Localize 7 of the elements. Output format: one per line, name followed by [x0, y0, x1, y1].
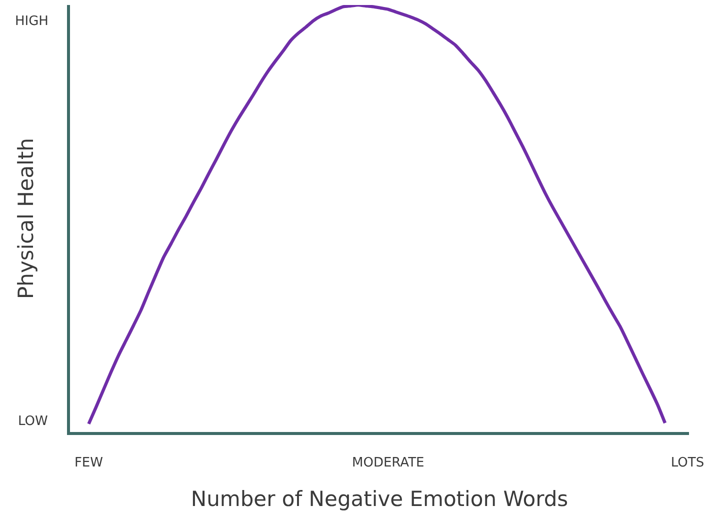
x-tick-label: LOTS [670, 456, 704, 471]
x-tick-label: FEW [74, 456, 104, 471]
text: HIGH [15, 14, 48, 29]
text: LOW [18, 414, 48, 429]
x-tick-label: MODERATE [352, 456, 424, 471]
y-axis-title: Physical Health [14, 138, 38, 300]
x-axis-title: Number of Negative Emotion Words [190, 486, 568, 511]
